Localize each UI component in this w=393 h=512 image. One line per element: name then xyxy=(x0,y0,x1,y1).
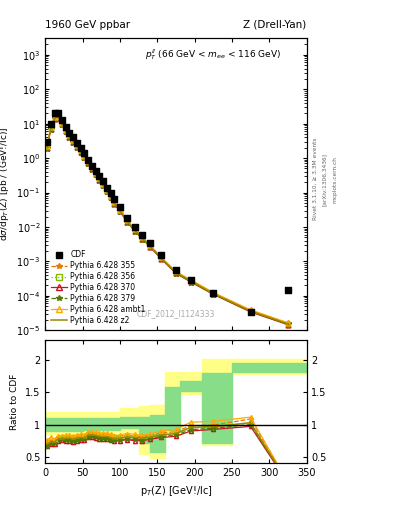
Point xyxy=(62,123,69,131)
Point xyxy=(74,139,80,147)
Point xyxy=(285,286,291,294)
Point xyxy=(158,251,164,260)
Point xyxy=(139,230,145,239)
Point xyxy=(48,120,54,128)
Point xyxy=(210,289,217,297)
Point xyxy=(77,144,84,152)
Point xyxy=(44,138,50,146)
Point xyxy=(55,109,61,117)
Point xyxy=(96,172,103,180)
Point xyxy=(81,149,88,157)
Point xyxy=(59,116,65,124)
Y-axis label: Ratio to CDF: Ratio to CDF xyxy=(10,374,19,430)
Point xyxy=(51,109,58,117)
Point xyxy=(70,133,76,141)
Point xyxy=(173,266,179,274)
Text: CDF_2012_I1124333: CDF_2012_I1124333 xyxy=(137,310,215,318)
Text: Rivet 3.1.10, ≥ 3.3M events: Rivet 3.1.10, ≥ 3.3M events xyxy=(312,138,318,221)
Point xyxy=(147,239,153,247)
Text: Z (Drell-Yan): Z (Drell-Yan) xyxy=(243,19,307,30)
Point xyxy=(85,156,91,164)
X-axis label: p$_T$(Z) [GeV!/lc]: p$_T$(Z) [GeV!/lc] xyxy=(140,484,212,498)
Point xyxy=(132,223,138,231)
Point xyxy=(124,214,130,222)
Point xyxy=(92,167,99,175)
Text: 1960 GeV ppbar: 1960 GeV ppbar xyxy=(45,19,130,30)
Point xyxy=(100,177,106,185)
Y-axis label: d$\sigma$/dp$_T$(Z) [pb / (GeV!/lc)]: d$\sigma$/dp$_T$(Z) [pb / (GeV!/lc)] xyxy=(0,127,11,242)
Point xyxy=(104,183,110,191)
Point xyxy=(89,162,95,170)
Text: mcplots.cern.ch: mcplots.cern.ch xyxy=(332,156,337,203)
Point xyxy=(188,276,194,285)
Point xyxy=(107,189,114,198)
Text: $p_T^{ll}$ (66 GeV < $m_{ee}$ < 116 GeV): $p_T^{ll}$ (66 GeV < $m_{ee}$ < 116 GeV) xyxy=(145,47,281,62)
Point xyxy=(248,307,254,315)
Text: [arXiv:1306.3436]: [arXiv:1306.3436] xyxy=(322,153,327,206)
Point xyxy=(66,129,73,137)
Point xyxy=(111,195,118,203)
Point xyxy=(117,203,123,211)
Legend: CDF, Pythia 6.428 355, Pythia 6.428 356, Pythia 6.428 370, Pythia 6.428 379, Pyt: CDF, Pythia 6.428 355, Pythia 6.428 356,… xyxy=(49,249,147,327)
